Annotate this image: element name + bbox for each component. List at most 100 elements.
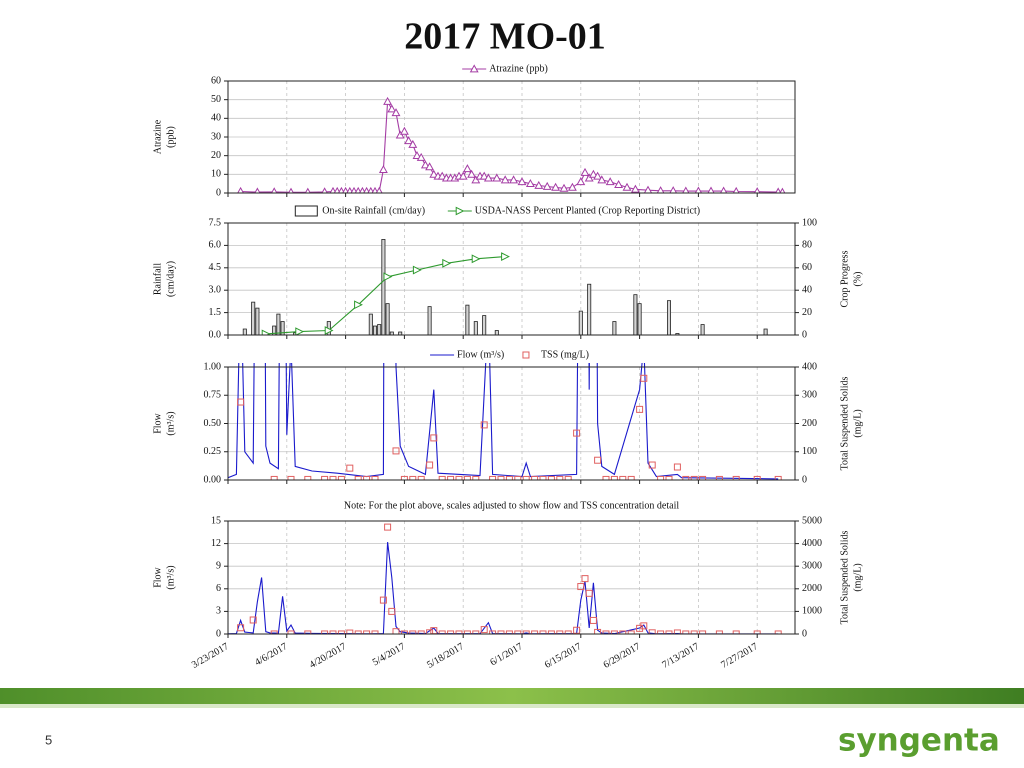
tss-marker — [480, 626, 488, 634]
point-marker — [337, 186, 345, 193]
y-axis-label: Rainfall — [152, 263, 163, 295]
y2-tick-label: 4000 — [802, 538, 822, 549]
bar — [389, 331, 394, 335]
bar — [255, 307, 260, 335]
tss-marker — [287, 475, 295, 480]
x-tick-label: 6/1/2017 — [488, 641, 524, 668]
x-tick-label: 7/13/2017 — [660, 641, 701, 671]
bar — [372, 325, 377, 335]
tss-marker — [636, 624, 644, 632]
tss-marker — [392, 447, 400, 455]
y-axis-label: (ppb) — [165, 126, 176, 148]
tss-marker — [594, 456, 602, 464]
tss-marker — [577, 583, 585, 591]
y-tick-label: 40 — [211, 113, 221, 124]
y2-tick-label: 60 — [802, 262, 812, 273]
y-tick-label: 0 — [216, 628, 221, 639]
y-tick-label: 15 — [211, 515, 221, 526]
y-tick-label: 4.5 — [209, 262, 222, 273]
tss-marker — [237, 624, 245, 632]
legend-swatch — [294, 205, 318, 217]
point-marker — [399, 126, 409, 135]
bar — [612, 321, 617, 335]
y2-tick-label: 2000 — [802, 583, 822, 594]
y2-tick-label: 100 — [802, 217, 817, 228]
bar — [465, 304, 470, 335]
bar — [427, 306, 432, 335]
y-tick-label: 30 — [211, 131, 221, 142]
plot-frame — [227, 222, 796, 336]
series-line — [240, 99, 783, 193]
point-marker — [630, 184, 640, 193]
annotation: Note: For the plot above, scales adjuste… — [344, 500, 680, 511]
tss-marker — [774, 475, 782, 480]
series-line — [228, 542, 779, 634]
tss-marker — [237, 398, 245, 406]
tss-marker — [337, 475, 345, 480]
point-marker — [605, 177, 615, 186]
legend-marker — [455, 206, 465, 216]
point-marker — [442, 258, 452, 268]
point-marker — [416, 152, 426, 161]
tss-marker — [573, 626, 581, 634]
tss-marker — [304, 475, 312, 480]
point-marker — [391, 108, 401, 117]
y2-tick-label: 0 — [802, 628, 807, 639]
x-tick-label: 4/20/2017 — [308, 641, 349, 671]
y2-tick-label: 0 — [802, 474, 807, 485]
point-marker — [408, 139, 418, 148]
tss-marker — [400, 475, 408, 480]
y-tick-label: 1.00 — [204, 361, 222, 372]
tss-marker — [514, 475, 522, 480]
tss-marker — [602, 475, 610, 480]
bar — [276, 313, 281, 335]
slide-title: 2017 MO-01 — [404, 16, 606, 58]
tss-marker — [329, 475, 337, 480]
y-tick-label: 0.50 — [204, 418, 222, 429]
y-tick-label: 3.0 — [209, 284, 222, 295]
x-tick-label: 3/23/2017 — [190, 641, 231, 671]
y-tick-label: 12 — [211, 538, 221, 549]
point-marker — [324, 326, 334, 335]
y-axis-label: Atrazine — [152, 119, 163, 154]
y-axis-label: (m³/s) — [165, 411, 176, 435]
y-axis-label: (cm/day) — [165, 261, 176, 297]
point-marker — [412, 151, 422, 160]
point-marker — [551, 182, 561, 191]
legend-label: On-site Rainfall (cm/day) — [322, 205, 425, 216]
bar — [494, 330, 499, 335]
point-marker — [576, 177, 586, 186]
tss-marker — [539, 475, 547, 480]
y-tick-label: 0.75 — [204, 390, 222, 401]
y2-axis-label: Total Suspended Solids — [839, 377, 850, 471]
tss-marker — [732, 475, 740, 480]
point-marker — [354, 300, 363, 310]
tss-marker — [409, 475, 417, 480]
bar — [578, 310, 583, 335]
tss-marker — [531, 475, 539, 480]
bar — [482, 315, 487, 335]
tss-marker — [371, 475, 379, 480]
y2-axis-label: Total Suspended Solids — [839, 531, 850, 625]
point-marker — [458, 171, 468, 180]
point-marker — [707, 186, 715, 193]
point-marker — [321, 187, 328, 193]
tss-marker — [619, 475, 627, 480]
legend-label: Flow (m³/s) — [457, 349, 504, 360]
point-marker — [383, 96, 393, 105]
point-marker — [375, 186, 383, 193]
point-marker — [753, 187, 761, 193]
tss-marker — [417, 475, 425, 480]
tss-marker — [463, 475, 471, 480]
y2-tick-label: 40 — [802, 284, 812, 295]
tss-marker — [640, 374, 648, 382]
point-marker — [304, 187, 311, 193]
bar — [763, 328, 768, 335]
bar — [637, 303, 642, 335]
tss-marker — [489, 475, 497, 480]
logo: syngenta — [838, 723, 1000, 759]
y2-axis-label: Crop Progress — [839, 250, 850, 307]
point-marker — [425, 162, 435, 171]
point-marker — [525, 179, 535, 188]
tss-marker — [581, 575, 589, 583]
